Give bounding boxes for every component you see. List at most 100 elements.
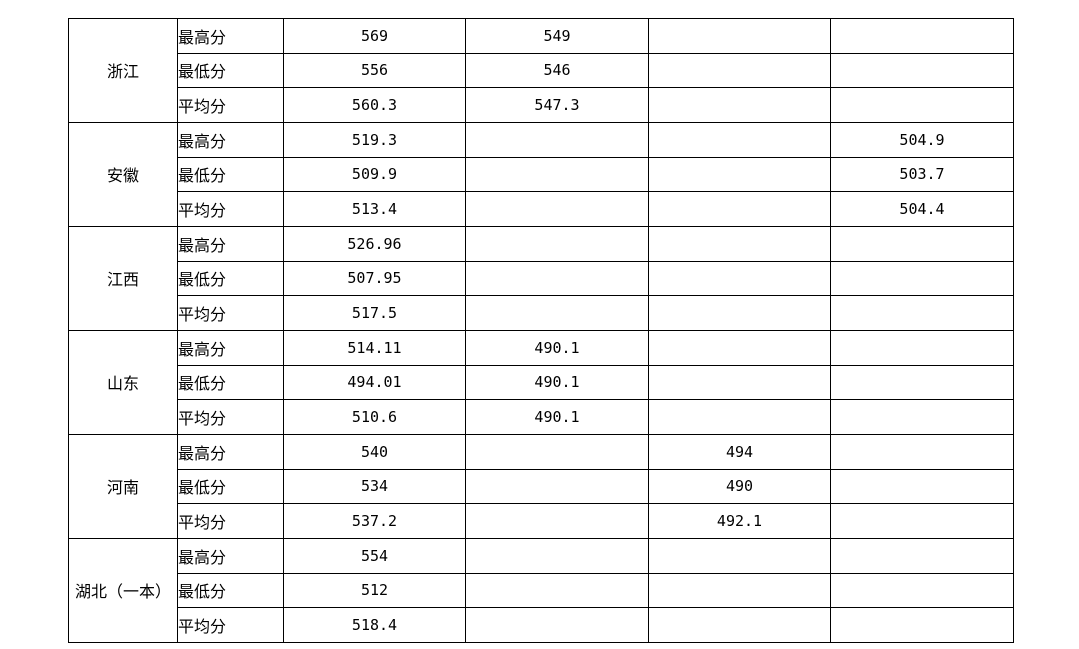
score-cell [648,52,831,89]
score-cell: 494.01 [283,364,466,401]
score-cell [830,399,1014,435]
table-row: 最低分 556 546 [69,52,1014,89]
score-cell: 510.6 [283,399,466,435]
score-type-cell: 最高分 [177,225,284,262]
score-cell [648,191,831,227]
score-cell [830,572,1014,609]
table-row: 最低分 534 490 [69,468,1014,505]
table-row: 浙江 最高分 569 549 [68,18,1014,123]
score-cell [465,503,649,539]
table-row: 安徽 最高分 519.3 504.9 [68,121,1014,227]
score-cell: 494 [648,433,831,470]
score-cell: 503.7 [830,156,1014,193]
score-cell [830,295,1014,331]
score-type-cell: 平均分 [177,87,284,123]
score-cell [648,607,831,643]
score-cell [648,329,831,366]
score-type-cell: 最高分 [177,121,284,158]
score-cell: 546 [465,52,649,89]
score-type-cell: 最高分 [177,329,284,366]
score-cell [465,260,649,297]
score-cell: 537.2 [283,503,466,539]
score-type-cell: 最高分 [177,18,284,54]
score-cell [830,87,1014,123]
score-cell: 509.9 [283,156,466,193]
table-row: 山东 最高分 514.11 490.1 [68,329,1014,435]
score-cell: 519.3 [283,121,466,158]
score-type-cell: 平均分 [177,295,284,331]
score-cell [648,156,831,193]
table-row: 平均分 513.4 504.4 [69,191,1014,227]
score-cell: 490.1 [465,329,649,366]
score-cell [648,87,831,123]
score-type-cell: 最低分 [177,260,284,297]
score-cell [648,537,831,574]
score-type-cell: 最低分 [177,572,284,609]
score-type-cell: 最低分 [177,52,284,89]
score-cell: 504.4 [830,191,1014,227]
score-cell [648,295,831,331]
score-cell [830,260,1014,297]
score-cell [830,18,1014,54]
table-row: 最低分 512 [69,572,1014,609]
score-cell: 540 [283,433,466,470]
score-cell [465,225,649,262]
score-type-cell: 平均分 [177,503,284,539]
score-cell [465,468,649,505]
table-row: 江西 最高分 526.96 [68,225,1014,331]
score-cell [648,399,831,435]
score-cell [648,260,831,297]
score-cell: 554 [283,537,466,574]
score-cell: 507.95 [283,260,466,297]
table-row: 平均分 560.3 547.3 [69,87,1014,123]
score-cell [830,329,1014,366]
province-cell: 山东 [68,329,178,435]
table-row: 最低分 509.9 503.7 [69,156,1014,193]
score-cell [465,121,649,158]
score-cell [648,572,831,609]
score-cell: 512 [283,572,466,609]
table-row: 最低分 494.01 490.1 [69,364,1014,401]
score-cell [830,607,1014,643]
table-row: 平均分 537.2 492.1 [69,503,1014,539]
score-cell: 517.5 [283,295,466,331]
score-cell [465,156,649,193]
score-cell: 492.1 [648,503,831,539]
table-row: 河南 最高分 540 494 [68,433,1014,539]
score-cell [648,225,831,262]
score-cell [648,364,831,401]
score-cell: 518.4 [283,607,466,643]
score-cell: 490.1 [465,364,649,401]
score-cell: 569 [283,18,466,54]
score-cell [465,572,649,609]
score-type-cell: 最高分 [177,537,284,574]
score-type-cell: 最低分 [177,364,284,401]
score-cell: 556 [283,52,466,89]
score-cell [830,364,1014,401]
score-cell: 513.4 [283,191,466,227]
score-cell [465,191,649,227]
score-type-cell: 最低分 [177,156,284,193]
score-cell [830,468,1014,505]
score-cell [830,433,1014,470]
score-cell [465,537,649,574]
score-cell [465,295,649,331]
score-cell: 549 [465,18,649,54]
table-row: 平均分 517.5 [69,295,1014,331]
score-cell [465,607,649,643]
table-row: 平均分 518.4 [69,607,1014,643]
score-cell [830,225,1014,262]
table-row: 平均分 510.6 490.1 [69,399,1014,435]
score-cell [648,121,831,158]
score-cell: 504.9 [830,121,1014,158]
score-type-cell: 最高分 [177,433,284,470]
score-cell: 534 [283,468,466,505]
province-cell: 河南 [68,433,178,539]
score-cell: 526.96 [283,225,466,262]
score-cell [465,433,649,470]
province-cell: 江西 [68,225,178,331]
table-row: 湖北（一本） 最高分 554 [68,537,1014,644]
score-type-cell: 最低分 [177,468,284,505]
table-row: 最低分 507.95 [69,260,1014,297]
